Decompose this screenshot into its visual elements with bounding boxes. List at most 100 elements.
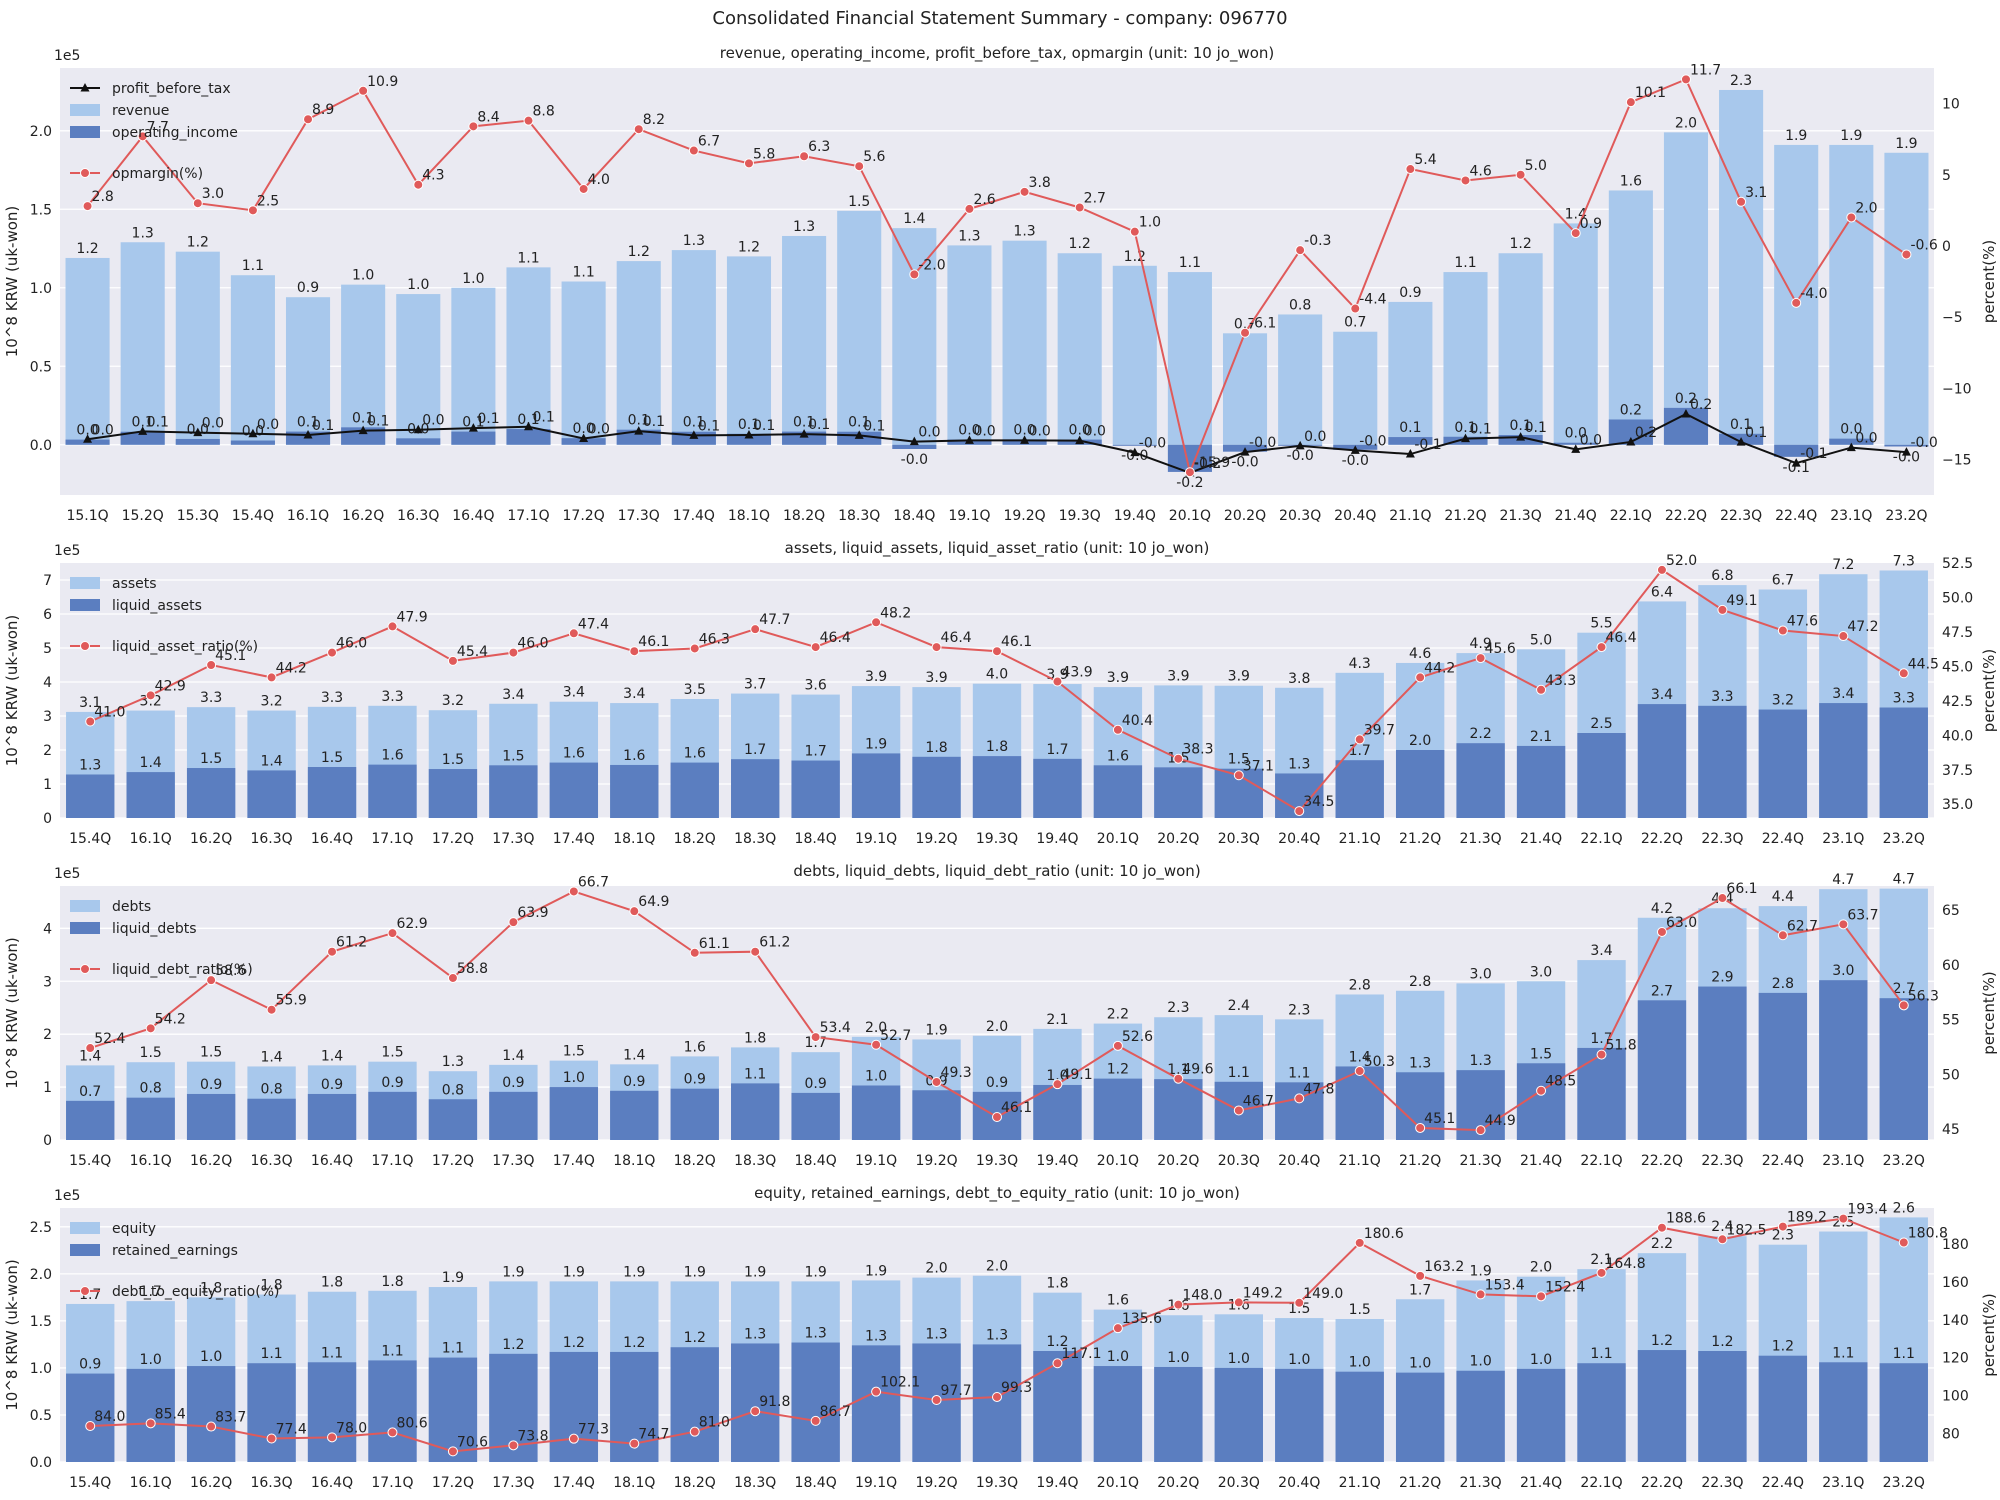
liquid_debt_ratio(%)-label: 44.9 (1485, 1113, 1516, 1129)
operating_income-label: 0.1 (1454, 420, 1476, 436)
liquid_debt_ratio(%)-label: 48.5 (1545, 1074, 1576, 1090)
legend-swatch (70, 1244, 100, 1256)
opmargin(%)-label: 0.9 (1580, 216, 1602, 232)
profit_before_tax-label: -0.0 (1359, 433, 1386, 449)
liquid_assets-bar (368, 764, 417, 818)
liquid_debt_ratio(%)-point (750, 946, 761, 957)
liquid_asset_ratio(%)-label: 38.3 (1182, 742, 1213, 758)
liquid_assets-bar (428, 769, 478, 818)
legend-swatch (70, 599, 100, 611)
operating_income-bar (892, 444, 937, 450)
opmargin(%)-label: 5.4 (1414, 152, 1436, 168)
revenue-bar (671, 250, 716, 445)
revenue-label: 1.3 (793, 219, 815, 235)
retained_earnings-bar (1456, 1370, 1505, 1462)
x-tick-label: 20.2Q (1157, 831, 1199, 847)
revenue-bar (561, 281, 606, 445)
legend-label: liquid_debts (112, 921, 197, 937)
liquid_debts-bar (791, 1092, 840, 1140)
operating_income-label: 0.1 (1509, 418, 1531, 434)
liquid_debt_ratio(%)-point (1112, 1040, 1123, 1051)
revenue-label: 1.3 (1013, 224, 1035, 240)
liquid_assets-bar (1033, 758, 1082, 818)
equity-label: 2.1 (1590, 1252, 1612, 1268)
debts-label: 1.5 (563, 1044, 585, 1060)
x-tick-label: 17.1Q (507, 508, 549, 524)
opmargin(%)-point (1350, 303, 1361, 314)
profit_before_tax-label: 0.0 (1580, 432, 1602, 448)
operating_income-bar (451, 431, 496, 445)
liquid_asset_ratio(%)-point (387, 621, 398, 632)
liquid_debts-bar (1154, 1079, 1203, 1140)
opmargin(%)-label: 4.0 (588, 172, 610, 188)
x-tick-label: 17.1Q (371, 1153, 413, 1169)
debt_to_equity_ratio(%)-label: 149.2 (1243, 1285, 1283, 1301)
assets-label: 6.4 (1651, 584, 1673, 600)
x-tick-label: 21.3Q (1500, 508, 1542, 524)
equity-label: 1.9 (865, 1263, 887, 1279)
y2-tick-label: −15 (1942, 452, 1972, 468)
debt_to_equity_ratio(%)-label: 180.6 (1364, 1226, 1404, 1242)
x-tick-label: 16.3Q (397, 508, 439, 524)
opmargin(%)-label: 6.3 (808, 139, 830, 155)
operating_income-label: -0.0 (1342, 453, 1369, 469)
equity-label: 1.9 (563, 1264, 585, 1280)
profit_before_tax-point (799, 429, 809, 438)
profit_before_tax-point (1791, 458, 1801, 467)
liquid_asset_ratio(%)-label: 52.0 (1666, 553, 1697, 569)
x-tick-label: 19.2Q (915, 831, 957, 847)
revenue-bar (892, 228, 937, 445)
profit_before_tax-point (1901, 447, 1911, 456)
y-tick-label: 1 (43, 1080, 52, 1096)
y2-tick-label: 35.0 (1942, 797, 1973, 813)
liquid_asset_ratio(%)-point (750, 624, 761, 635)
x-tick-label: 18.1Q (613, 831, 655, 847)
x-tick-label: 22.3Q (1720, 508, 1762, 524)
liquid_assets-bar (1093, 765, 1143, 818)
operating_income-label: 0.1 (848, 415, 870, 431)
profit_before_tax-point (1626, 436, 1636, 446)
liquid_assets-label: 1.8 (986, 739, 1008, 755)
assets-label: 4.0 (986, 667, 1008, 683)
debt_to_equity_ratio(%)-label: 149.0 (1303, 1286, 1343, 1302)
liquid_debt_ratio(%)-label: 58.6 (215, 963, 246, 979)
x-tick-label: 16.3Q (250, 831, 292, 847)
revenue-label: 1.1 (1454, 255, 1476, 271)
liquid_debts-bar (247, 1098, 296, 1140)
liquid_assets-label: 1.9 (865, 736, 887, 752)
opmargin(%)-label: 3.8 (1029, 175, 1051, 191)
liquid_debt_ratio(%)-point (1354, 1066, 1365, 1077)
x-tick-label: 20.2Q (1224, 508, 1266, 524)
revenue-bar (1884, 152, 1929, 445)
liquid_asset_ratio(%)-point (871, 617, 882, 628)
opmargin(%)-point (1184, 467, 1195, 478)
y-axis-label: 10^8 KRW (uk-won) (3, 206, 21, 357)
debts-label: 4.2 (1651, 901, 1673, 917)
liquid_debt_ratio(%)-point (931, 1076, 942, 1087)
retained_earnings-label: 1.1 (260, 1346, 282, 1362)
x-tick-label: 22.3Q (1701, 1475, 1743, 1491)
liquid_debts-bar (368, 1091, 417, 1140)
profit_before_tax-point (413, 424, 423, 434)
liquid_debt_ratio(%)-point (1233, 1105, 1244, 1116)
liquid_assets-bar (791, 760, 840, 818)
legend-label: opmargin(%) (112, 166, 203, 182)
equity-label: 1.9 (1469, 1263, 1491, 1279)
legend-marker (80, 168, 90, 178)
revenue-bar (285, 297, 331, 445)
operating_income-label: 0.1 (352, 410, 374, 426)
debt_to_equity_ratio(%)-label: 83.7 (215, 1410, 246, 1426)
liquid_asset_ratio(%)-label: 44.2 (276, 660, 307, 676)
profit_before_tax-point (634, 426, 644, 435)
y-tick-label: 1.0 (30, 1361, 52, 1377)
liquid_debts-label: 2.8 (1772, 976, 1794, 992)
opmargin(%)-point (964, 203, 975, 214)
opmargin(%)-point (523, 115, 534, 126)
x-tick-label: 20.2Q (1157, 1153, 1199, 1169)
assets-label: 3.3 (321, 690, 343, 706)
x-tick-label: 23.1Q (1830, 508, 1872, 524)
y-tick-label: 0 (43, 1133, 52, 1149)
opmargin(%)-point (1515, 169, 1526, 180)
revenue-bar (1774, 144, 1819, 445)
legend-label: retained_earnings (112, 1243, 238, 1259)
